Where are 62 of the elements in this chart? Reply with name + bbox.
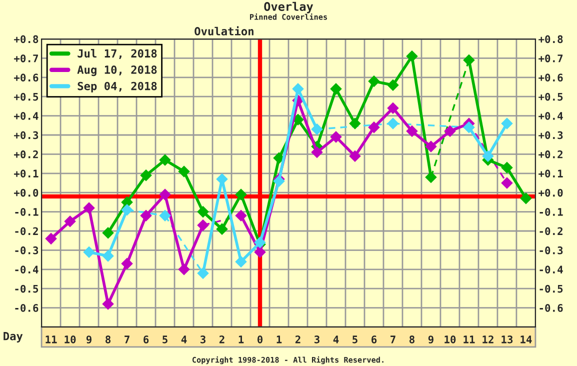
- x-tick-label: 13: [502, 336, 513, 344]
- legend-label: Sep 04, 2018: [78, 82, 157, 92]
- x-tick-label: 6: [144, 336, 149, 344]
- y2-tick-label: +0.6: [538, 74, 563, 82]
- y-tick-label: +0.7: [14, 54, 38, 62]
- y2-tick-label: +0.2: [538, 150, 562, 158]
- x-tick-label: 3: [314, 336, 320, 344]
- y-tick-label: +0.4: [14, 112, 38, 120]
- x-tick-label: 1: [276, 336, 282, 344]
- x-tick-label: 11: [464, 336, 475, 344]
- x-tick-label: 4: [181, 336, 187, 344]
- x-tick-label: 8: [106, 336, 111, 344]
- x-tick-label: 7: [124, 336, 130, 344]
- x-tick-label: 0: [257, 336, 263, 344]
- legend-label: Aug 10, 2018: [77, 66, 157, 76]
- x-tick-label: 9: [86, 336, 92, 344]
- x-tick-label: 4: [333, 336, 339, 344]
- chart-title: Overlay: [264, 2, 314, 14]
- y-tick-label: +0.1: [14, 170, 38, 178]
- x-tick-label: 5: [352, 336, 358, 344]
- x-tick-label: 6: [372, 336, 377, 344]
- y2-tick-label: +0.0: [538, 188, 563, 197]
- y-tick-label: -0.4: [15, 266, 38, 274]
- y2-tick-label: -0.6: [540, 304, 563, 312]
- x-tick-label: 1: [238, 336, 244, 344]
- y-tick-label: +0.8: [14, 35, 38, 44]
- x-tick-label: 14: [520, 336, 532, 344]
- y2-tick-label: +0.7: [538, 54, 563, 62]
- y2-tick-label: -0.4: [540, 266, 563, 274]
- x-tick-label: 8: [410, 336, 414, 344]
- y-tick-label: +0.2: [14, 150, 38, 158]
- y2-tick-label: +0.5: [538, 92, 563, 101]
- x-tick-label: 5: [162, 336, 168, 344]
- legend-label: Jul 17, 2018: [78, 49, 157, 60]
- y-tick-label: +0.3: [14, 131, 38, 140]
- y-tick-label: -0.1: [15, 208, 38, 216]
- y2-tick-label: +0.3: [538, 131, 563, 140]
- y2-tick-label: +0.8: [538, 35, 563, 44]
- x-tick-label: 2: [295, 336, 300, 344]
- y-tick-label: -0.6: [15, 304, 38, 312]
- x-tick-label: 10: [64, 336, 76, 344]
- x-tick-label: 2: [219, 336, 224, 344]
- x-tick-label: 12: [482, 336, 494, 344]
- y-tick-label: -0.5: [15, 284, 38, 293]
- x-tick-label: 7: [390, 336, 396, 344]
- x-tick-label: 3: [200, 336, 206, 344]
- y2-tick-label: +0.4: [538, 112, 563, 120]
- y2-tick-label: -0.5: [540, 284, 563, 293]
- y2-tick-label: -0.1: [540, 208, 563, 216]
- y2-tick-label: +0.1: [538, 170, 563, 178]
- ref-line-label: Ovulation: [194, 26, 254, 36]
- y2-tick-label: -0.2: [540, 227, 562, 236]
- y-tick-label: -0.2: [15, 227, 38, 236]
- y-tick-label: +0.5: [14, 92, 38, 101]
- y-tick-label: -0.3: [15, 246, 38, 254]
- y-tick-label: +0.6: [14, 74, 38, 82]
- y-tick-label: +0.0: [14, 188, 38, 197]
- x-tick-label: 11: [46, 336, 57, 344]
- y2-tick-label: -0.3: [540, 246, 563, 254]
- x-axis-title: Day: [4, 332, 23, 342]
- x-tick-label: 9: [428, 336, 434, 344]
- x-tick-label: 10: [444, 336, 456, 344]
